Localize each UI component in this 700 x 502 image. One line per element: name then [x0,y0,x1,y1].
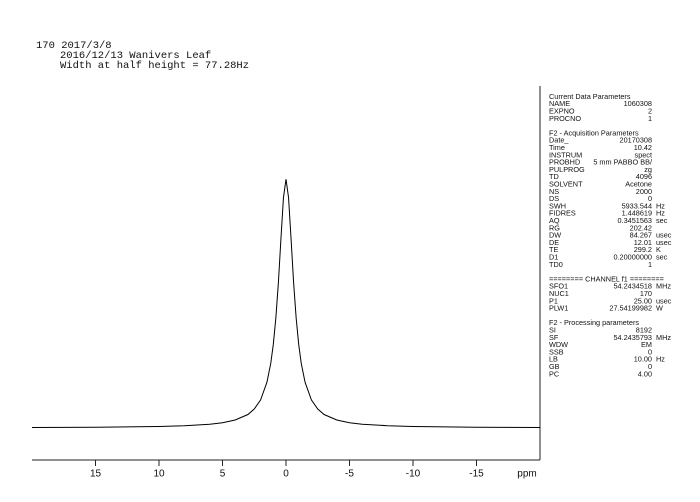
x-tick-label: -10 [406,469,421,480]
param-name: FIDRES [549,209,576,218]
param-name: NAME [549,99,570,108]
param-value: spect [635,150,652,159]
param-value: zg [644,165,652,174]
param-unit: usec [656,238,672,247]
param-name: DW [549,231,561,240]
param-name: NS [549,187,559,196]
param-name: TE [549,245,558,254]
param-unit: usec [656,231,672,240]
x-tick-label: -15 [469,469,484,480]
param-value: 5933.544 [622,201,652,210]
param-name: PULPROG [549,165,585,174]
param-value: 10.00 [634,355,652,364]
param-name: RG [549,223,560,232]
param-name: PLW1 [549,304,568,313]
param-value: 27.54199982 [609,304,652,313]
param-value: 54.2435793 [613,333,652,342]
param-value: 8192 [636,326,652,335]
param-value: 299.2 [634,245,652,254]
param-name: TD0 [549,260,563,269]
param-name: SWH [549,201,566,210]
param-name: D1 [549,253,558,262]
param-unit: W [656,304,663,313]
param-value: Acetone [625,180,652,189]
param-value: 1.448619 [622,209,652,218]
param-value: 202.42 [630,223,652,232]
param-name: DS [549,194,559,203]
param-name: TD [549,172,559,181]
param-name: SFO1 [549,282,568,291]
param-value: 54.2434518 [613,282,652,291]
param-unit: Hz [656,355,665,364]
param-name: GB [549,362,560,371]
param-value: 20170308 [620,136,652,145]
x-tick-label: -5 [345,469,354,480]
param-name: PC [549,369,559,378]
x-axis-label: ppm [517,469,536,480]
param-unit: MHz [656,333,671,342]
param-value: 2000 [636,187,652,196]
param-value: 1060308 [624,99,652,108]
param-value: 5 mm PABBO BB/ [593,158,653,167]
param-name: INSTRUM [549,150,582,159]
param-name: SOLVENT [549,180,583,189]
param-name: SF [549,333,559,342]
spectrum-line [31,179,541,428]
x-tick-label: 10 [153,469,165,480]
param-value: 25.00 [634,296,652,305]
param-name: WDW [549,340,568,349]
param-unit: K [656,245,661,254]
section-heading: F2 - Acquisition Parameters [549,128,639,137]
chart-subtitle: 2016/12/13 Wanivers Leaf [60,50,211,62]
param-value: 0 [648,194,652,203]
param-value: 0 [648,347,652,356]
param-unit: sec [656,253,668,262]
param-name: EXPNO [549,107,575,116]
param-value: 1 [648,114,652,123]
param-value: 12.01 [634,238,652,247]
param-name: DE [549,238,559,247]
param-value: EM [641,340,652,349]
param-value: 4096 [636,172,652,181]
param-name: SI [549,326,556,335]
section-heading: F2 - Processing parameters [549,318,639,327]
param-unit: usec [656,296,672,305]
param-unit: Hz [656,201,665,210]
param-name: AQ [549,216,560,225]
x-tick-label: 0 [283,469,289,480]
param-value: 4.00 [638,369,652,378]
param-name: PROCNO [549,114,581,123]
param-value: 10.42 [634,143,652,152]
param-unit: MHz [656,282,671,291]
x-tick-label: 15 [90,469,102,480]
param-value: 84.267 [630,231,652,240]
section-heading: Current Data Parameters [549,92,631,101]
param-name: Date_ [549,136,569,145]
section-heading: ======== CHANNEL f1 ======== [549,274,664,283]
param-unit: sec [656,216,668,225]
annotation: Width at half height = 77.28Hz [60,60,249,72]
param-value: 0.3451563 [618,216,653,225]
param-name: NUC1 [549,289,569,298]
param-value: 1 [648,260,652,269]
chart-title: 170 2017/3/8 [36,40,112,52]
param-value: 0.20000000 [613,253,652,262]
param-value: 2 [648,107,652,116]
param-name: LB [549,355,558,364]
param-name: Time [549,143,565,152]
param-unit: Hz [656,209,665,218]
param-value: 0 [648,362,652,371]
param-value: 170 [640,289,652,298]
param-name: SSB [549,347,564,356]
x-tick-label: 5 [220,469,226,480]
param-name: PROBHD [549,158,580,167]
param-name: P1 [549,296,558,305]
